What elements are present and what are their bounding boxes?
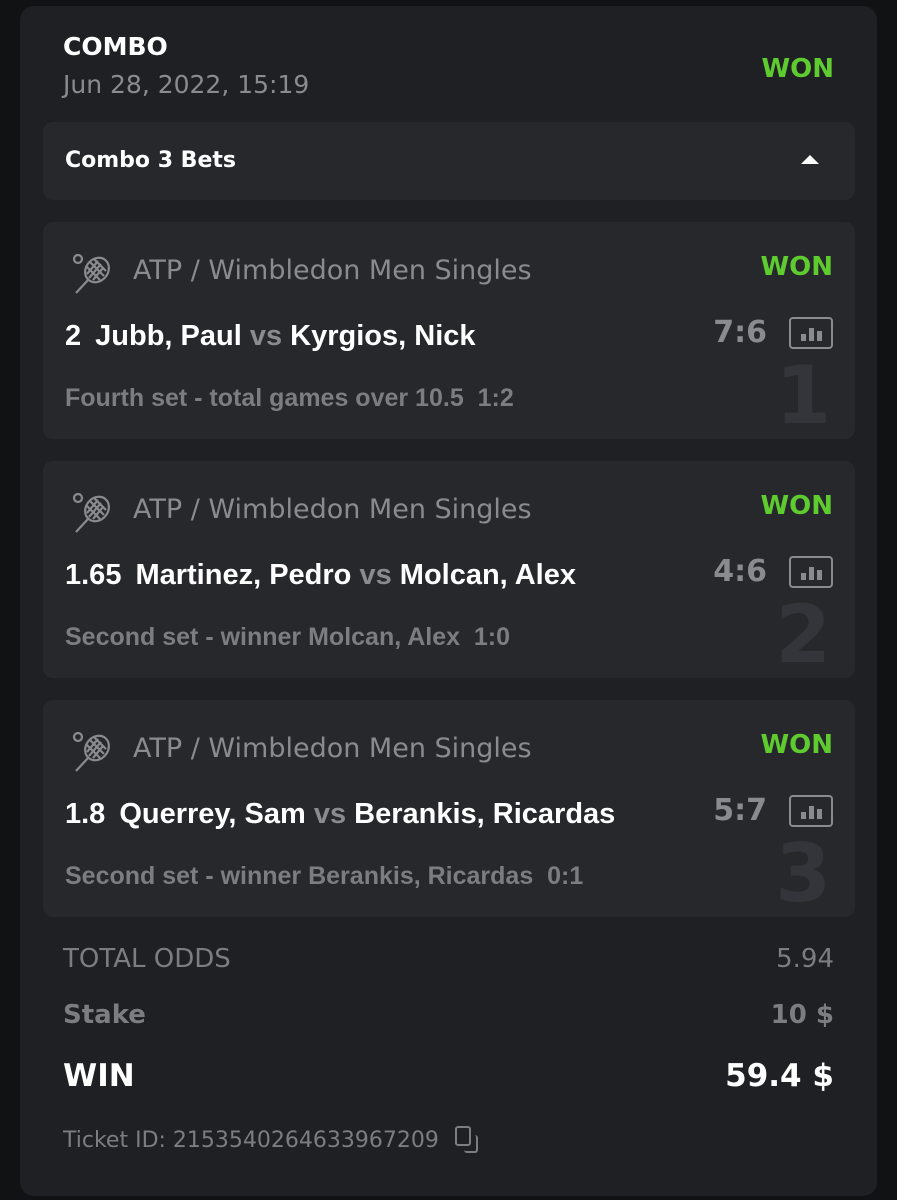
combo-toggle[interactable]: Combo 3 Bets: [43, 122, 855, 200]
match-score: 4:6: [713, 554, 767, 589]
home-player: Querrey, Sam: [119, 798, 306, 830]
bet-leg[interactable]: 2 ATP / Wimbledon Men Singles WON 1.65 Ma…: [43, 461, 855, 678]
leg-status-badge: WON: [760, 730, 833, 760]
away-player: Kyrgios, Nick: [290, 320, 476, 352]
match-score: 5:7: [713, 793, 767, 828]
leg-status-badge: WON: [760, 491, 833, 521]
copy-icon[interactable]: [454, 1126, 481, 1154]
market-name: Second set - winner Berankis, Ricardas: [65, 862, 534, 890]
total-odds-value: 5.94: [776, 944, 834, 974]
leg-number-watermark: 3: [775, 827, 831, 917]
league-name: ATP / Wimbledon Men Singles: [133, 733, 532, 764]
bet-leg[interactable]: 1 ATP / Wimbledon Men Singles WON 2 Jubb,…: [43, 222, 855, 439]
market-score: 1:0: [473, 623, 511, 651]
match-line: 1.65 Martinez, Pedro vs Molcan, Alex: [65, 541, 675, 609]
vs-label: vs: [313, 798, 347, 830]
match-line: 2 Jubb, Paul vs Kyrgios, Nick: [65, 302, 675, 370]
market-name: Second set - winner Molcan, Alex: [65, 623, 460, 651]
tennis-racket-icon: [71, 252, 115, 296]
vs-label: vs: [359, 559, 392, 591]
league-name: ATP / Wimbledon Men Singles: [133, 494, 532, 525]
bet-date: Jun 28, 2022, 15:19: [63, 70, 310, 99]
leg-odds: 1.65: [65, 559, 122, 591]
market-line: Fourth set - total games over 10.5 1:2: [65, 384, 514, 413]
chevron-up-icon: [801, 155, 819, 164]
bet-type-title: COMBO: [63, 32, 168, 61]
ticket-id: Ticket ID: 2153540264633967209: [63, 1126, 481, 1154]
home-player: Martinez, Pedro: [135, 559, 352, 591]
match-line: 1.8 Querrey, Sam vs Berankis, Ricardas: [65, 780, 675, 848]
market-line: Second set - winner Molcan, Alex 1:0: [65, 623, 510, 652]
stake-row: Stake 10 $: [63, 1000, 834, 1030]
away-player: Berankis, Ricardas: [354, 798, 616, 830]
total-odds-row: TOTAL ODDS 5.94: [63, 944, 834, 974]
leg-number-watermark: 2: [775, 588, 831, 678]
leg-odds: 1.8: [65, 798, 106, 830]
bet-leg[interactable]: 3 ATP / Wimbledon Men Singles WON 1.8 Que…: [43, 700, 855, 917]
statistics-icon[interactable]: [789, 556, 833, 588]
ticket-status-badge: WON: [761, 54, 834, 84]
market-name: Fourth set - total games over 10.5: [65, 384, 464, 412]
win-label: WIN: [63, 1058, 135, 1094]
league-name: ATP / Wimbledon Men Singles: [133, 255, 532, 286]
market-score: 1:2: [477, 384, 514, 412]
win-row: WIN 59.4 $: [63, 1058, 834, 1094]
market-line: Second set - winner Berankis, Ricardas 0…: [65, 862, 583, 891]
vs-label: vs: [249, 320, 283, 352]
home-player: Jubb, Paul: [95, 320, 242, 352]
total-odds-label: TOTAL ODDS: [63, 944, 231, 974]
statistics-icon[interactable]: [789, 795, 833, 827]
away-player: Molcan, Alex: [399, 559, 576, 591]
stake-value: 10 $: [770, 1000, 834, 1030]
tennis-racket-icon: [71, 730, 115, 774]
statistics-icon[interactable]: [789, 317, 833, 349]
bet-ticket-card: COMBO Jun 28, 2022, 15:19 WON Combo 3 Be…: [20, 6, 877, 1196]
win-value: 59.4 $: [725, 1058, 834, 1094]
combo-label: Combo 3 Bets: [65, 148, 236, 173]
tennis-racket-icon: [71, 491, 115, 535]
match-score: 7:6: [713, 315, 767, 350]
leg-status-badge: WON: [760, 252, 833, 282]
leg-odds: 2: [65, 320, 82, 352]
market-score: 0:1: [547, 862, 584, 890]
ticket-id-text: Ticket ID: 2153540264633967209: [63, 1127, 439, 1153]
leg-number-watermark: 1: [775, 349, 831, 439]
stake-label: Stake: [63, 1000, 146, 1030]
